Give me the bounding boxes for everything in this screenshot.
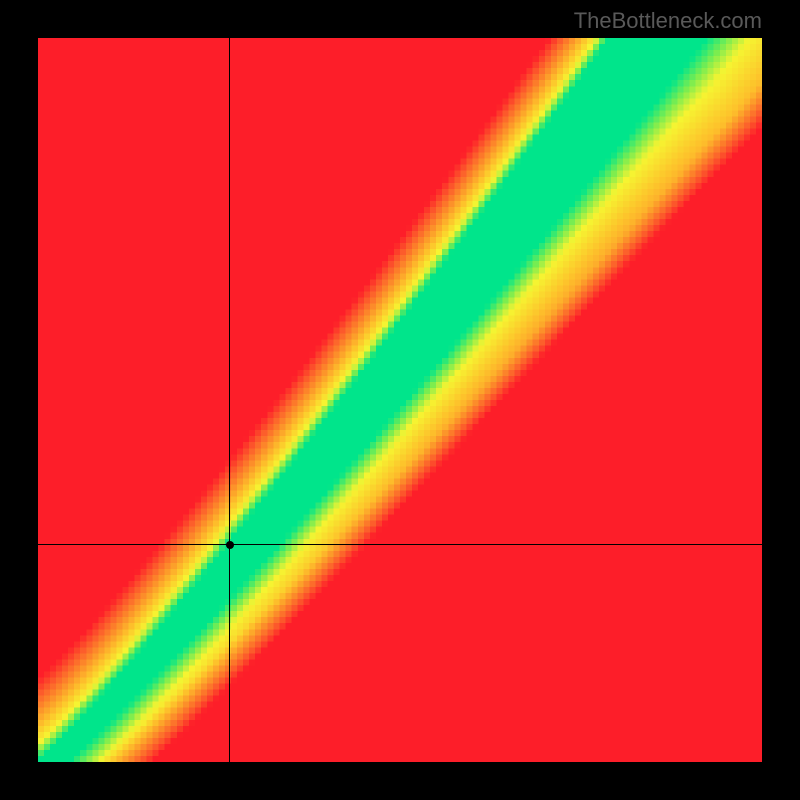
crosshair-marker <box>226 541 234 549</box>
crosshair-vertical <box>229 38 230 762</box>
bottleneck-heatmap <box>38 38 762 762</box>
chart-container: TheBottleneck.com <box>0 0 800 800</box>
watermark-text: TheBottleneck.com <box>574 8 762 34</box>
crosshair-horizontal <box>38 544 762 545</box>
